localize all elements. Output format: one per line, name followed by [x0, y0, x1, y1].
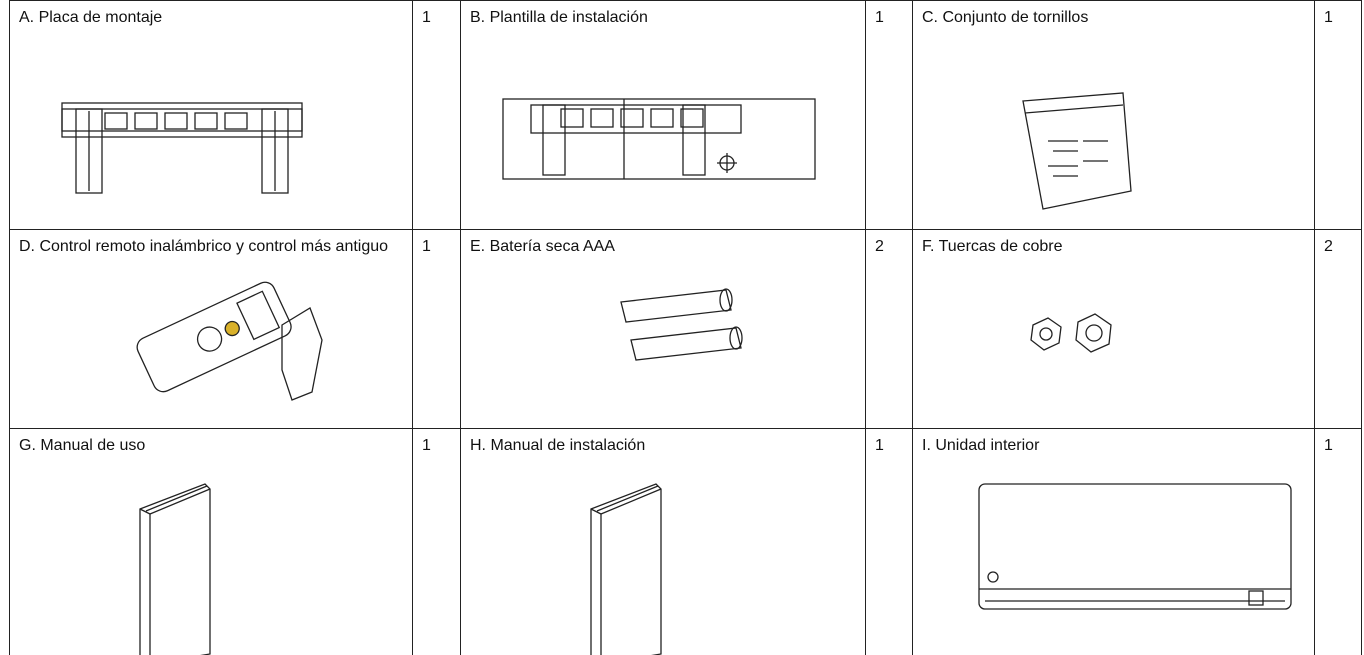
quantity: 1	[1314, 0, 1362, 231]
item-name: E. Batería seca AAA	[470, 238, 615, 255]
item-cell: D. Control remoto inalámbrico y control …	[9, 229, 412, 430]
item-name: C. Conjunto de tornillos	[922, 9, 1089, 26]
item-illustration	[590, 483, 662, 655]
item-name: B. Plantilla de instalación	[470, 9, 648, 26]
quantity: 1	[412, 0, 460, 231]
item-cell: I. Unidad interior	[912, 428, 1314, 655]
item-cell: H. Manual de instalación	[460, 428, 865, 655]
item-name: A. Placa de montaje	[19, 9, 163, 26]
quantity: 2	[865, 229, 913, 430]
quantity: 2	[1314, 229, 1362, 430]
item-name: I. Unidad interior	[922, 437, 1040, 454]
item-illustration	[502, 98, 816, 180]
item-cell: B. Plantilla de instalación	[460, 0, 865, 231]
quantity: 1	[1314, 428, 1362, 655]
item-illustration	[1022, 92, 1132, 210]
item-cell: A. Placa de montaje	[9, 0, 412, 231]
quantity: 1	[865, 428, 913, 655]
item-cell: G. Manual de uso	[9, 428, 412, 655]
item-illustration	[620, 288, 743, 361]
item-illustration	[61, 102, 303, 194]
item-name: D. Control remoto inalámbrico y control …	[19, 238, 389, 255]
item-illustration	[978, 483, 1292, 610]
item-name: G. Manual de uso	[19, 437, 146, 454]
quantity: 1	[412, 428, 460, 655]
item-illustration	[1030, 313, 1112, 353]
quantity: 1	[865, 0, 913, 231]
item-illustration	[139, 483, 211, 655]
item-illustration	[136, 281, 323, 401]
item-cell: F. Tuercas de cobre	[912, 229, 1314, 430]
item-name: H. Manual de instalación	[470, 437, 646, 454]
item-name: F. Tuercas de cobre	[922, 238, 1063, 255]
item-cell: C. Conjunto de tornillos	[912, 0, 1314, 231]
item-cell: E. Batería seca AAA	[460, 229, 865, 430]
quantity: 1	[412, 229, 460, 430]
